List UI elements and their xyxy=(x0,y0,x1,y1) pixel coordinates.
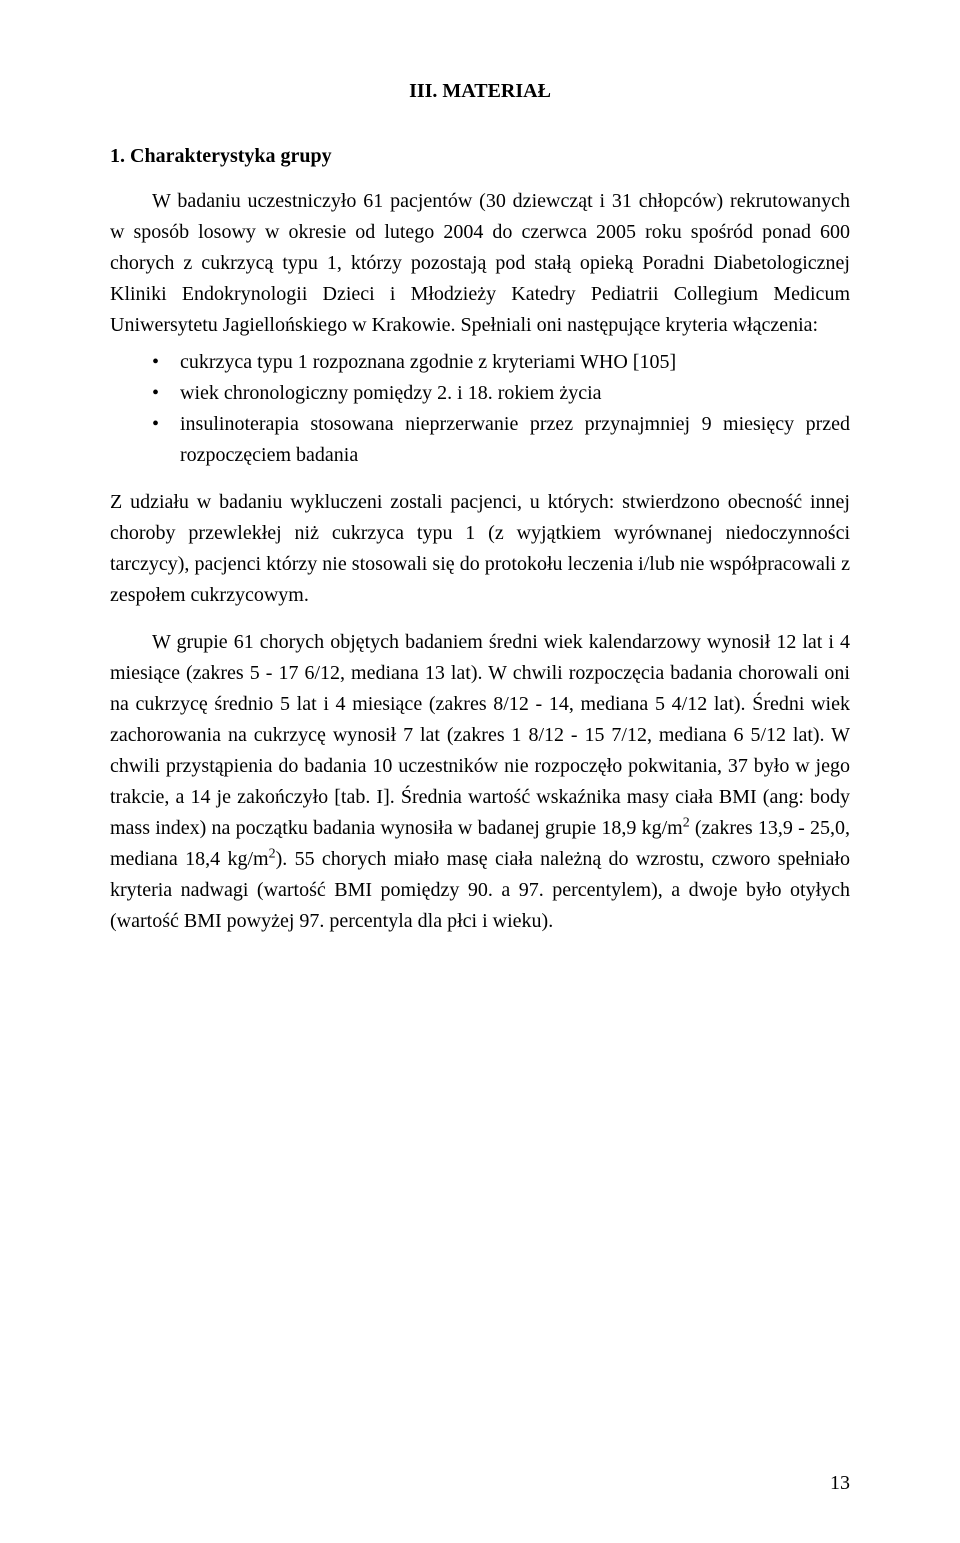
inclusion-criteria-list: cukrzyca typu 1 rozpoznana zgodnie z kry… xyxy=(110,347,850,471)
section-heading: 1. Charakterystyka grupy xyxy=(110,145,850,168)
list-item: wiek chronologiczny pomiędzy 2. i 18. ro… xyxy=(110,378,850,409)
paragraph-2: Z udziału w badaniu wykluczeni zostali p… xyxy=(110,487,850,611)
paragraph-1: W badaniu uczestniczyło 61 pacjentów (30… xyxy=(110,186,850,341)
list-item: insulinoterapia stosowana nieprzerwanie … xyxy=(110,409,850,471)
document-title: III. MATERIAŁ xyxy=(110,80,850,103)
page-container: III. MATERIAŁ 1. Charakterystyka grupy W… xyxy=(0,0,960,1543)
paragraph-3: W grupie 61 chorych objętych badaniem śr… xyxy=(110,627,850,937)
page-number: 13 xyxy=(830,1472,850,1495)
list-item: cukrzyca typu 1 rozpoznana zgodnie z kry… xyxy=(110,347,850,378)
